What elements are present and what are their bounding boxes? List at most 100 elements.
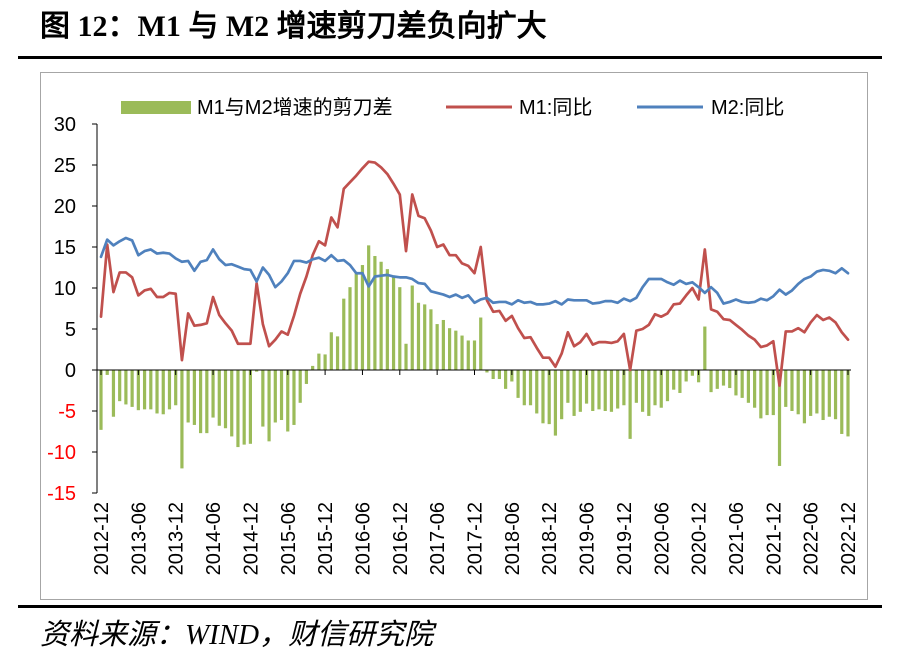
spread-bar (161, 370, 165, 415)
m2-line (99, 236, 850, 306)
spread-bar (528, 370, 533, 406)
spread-bar (149, 370, 153, 410)
spread-bar (329, 332, 333, 370)
legend: M1与M2增速的剪刀差 M1:同比 M2:同比 (121, 96, 784, 119)
spread-bar (223, 370, 228, 429)
x-tick-label: 2016-06 (352, 502, 374, 575)
x-tick-label: 2015-06 (278, 502, 300, 575)
x-tick-label: 2014-06 (203, 502, 225, 575)
spread-bar (236, 370, 240, 448)
spread-bar (485, 370, 489, 373)
spread-bar (448, 328, 452, 370)
spread-bar (609, 370, 614, 412)
spread-bar (292, 370, 296, 425)
spread-bar (142, 370, 147, 410)
y-tick-label: -15 (47, 483, 76, 505)
spread-bar (809, 370, 813, 416)
x-tick-label: 2022-06 (801, 502, 823, 575)
spread-bar (136, 370, 140, 411)
x-tick-label: 2013-12 (166, 502, 188, 575)
spread-bar (703, 326, 707, 370)
spread-bar (616, 370, 620, 409)
spread-bar (765, 370, 769, 416)
legend-label-m2: M2:同比 (711, 96, 784, 119)
spread-bar (335, 336, 340, 370)
spread-bar (199, 370, 203, 434)
spread-bar (342, 298, 346, 370)
title-rule (18, 56, 882, 59)
spread-bar (659, 370, 663, 408)
spread-bar (192, 370, 196, 425)
spread-bar (167, 370, 172, 410)
x-ticks: 2012-12 2013-06 2013-12 2014-06 2014-12 2015-… (91, 370, 860, 575)
x-tick-label: 2015-12 (315, 502, 337, 575)
spread-bar (628, 370, 632, 439)
spread-bar (653, 370, 657, 406)
y-tick-label: -5 (58, 401, 76, 423)
spread-bar (385, 269, 389, 370)
spread-bar (510, 370, 514, 382)
spread-bar (410, 285, 414, 370)
x-tick-label: 2020-06 (651, 502, 673, 575)
source-rule (18, 605, 882, 608)
spread-bar (796, 370, 800, 415)
spread-bar (753, 370, 757, 408)
spread-bar (746, 370, 750, 403)
legend-swatch-spread (121, 101, 191, 114)
spread-bar (404, 343, 408, 370)
spread-bar (248, 370, 252, 444)
legend-label-m1: M1:同比 (519, 96, 592, 119)
spread-bar (130, 370, 134, 407)
y-tick-label: 25 (54, 155, 76, 177)
spread-bar (640, 370, 645, 412)
spread-bar (647, 370, 651, 416)
figure-title: 图 12：M1 与 M2 增速剪刀差负向扩大 (40, 10, 547, 43)
spread-bar (360, 265, 365, 370)
spread-bar (715, 370, 719, 389)
spread-bar (497, 370, 501, 380)
spread-bar (466, 340, 470, 370)
x-tick-label: 2022-12 (838, 502, 860, 575)
legend-item-spread: M1与M2增速的剪刀差 (121, 96, 393, 119)
legend-label-spread: M1与M2增速的剪刀差 (197, 96, 393, 119)
spread-bar (261, 370, 265, 427)
x-tick-label: 2018-06 (502, 502, 524, 575)
spread-bar (242, 370, 246, 445)
spread-bar (367, 245, 371, 370)
spread-bar (802, 370, 807, 424)
spread-bar (535, 370, 539, 414)
spread-bar (784, 370, 788, 407)
spread-bar (99, 370, 103, 430)
y-tick-label: 5 (65, 319, 76, 341)
spread-bar (578, 370, 582, 412)
spread-bar (479, 317, 483, 370)
spread-bar (790, 370, 794, 411)
y-tick-label: -10 (47, 442, 76, 464)
source-note: 资料来源：WIND，财信研究院 (40, 619, 434, 651)
y-tick-label: 15 (54, 237, 76, 259)
spread-bar (709, 370, 713, 393)
spread-bar (186, 370, 190, 423)
spread-bar (840, 370, 844, 434)
spread-bar (504, 370, 508, 389)
spread-bar (323, 354, 327, 370)
spread-bar (230, 370, 234, 437)
spread-bar (522, 370, 526, 406)
spread-bar (566, 370, 570, 403)
spread-bar (441, 319, 445, 370)
spread-bar (255, 370, 259, 372)
spread-bar (678, 370, 682, 393)
spread-bar (690, 370, 694, 376)
y-ticks: 30 25 20 15 10 5 0 -5 -10 -15 (47, 114, 97, 505)
spread-bar (846, 370, 850, 437)
spread-bar (304, 370, 309, 384)
spread-bar (584, 370, 589, 404)
spread-bar (124, 370, 128, 405)
spread-bar (553, 370, 558, 436)
spread-bar (217, 370, 221, 426)
spread-bar (205, 370, 209, 434)
spread-bar (771, 370, 775, 416)
spread-bar (622, 370, 626, 406)
